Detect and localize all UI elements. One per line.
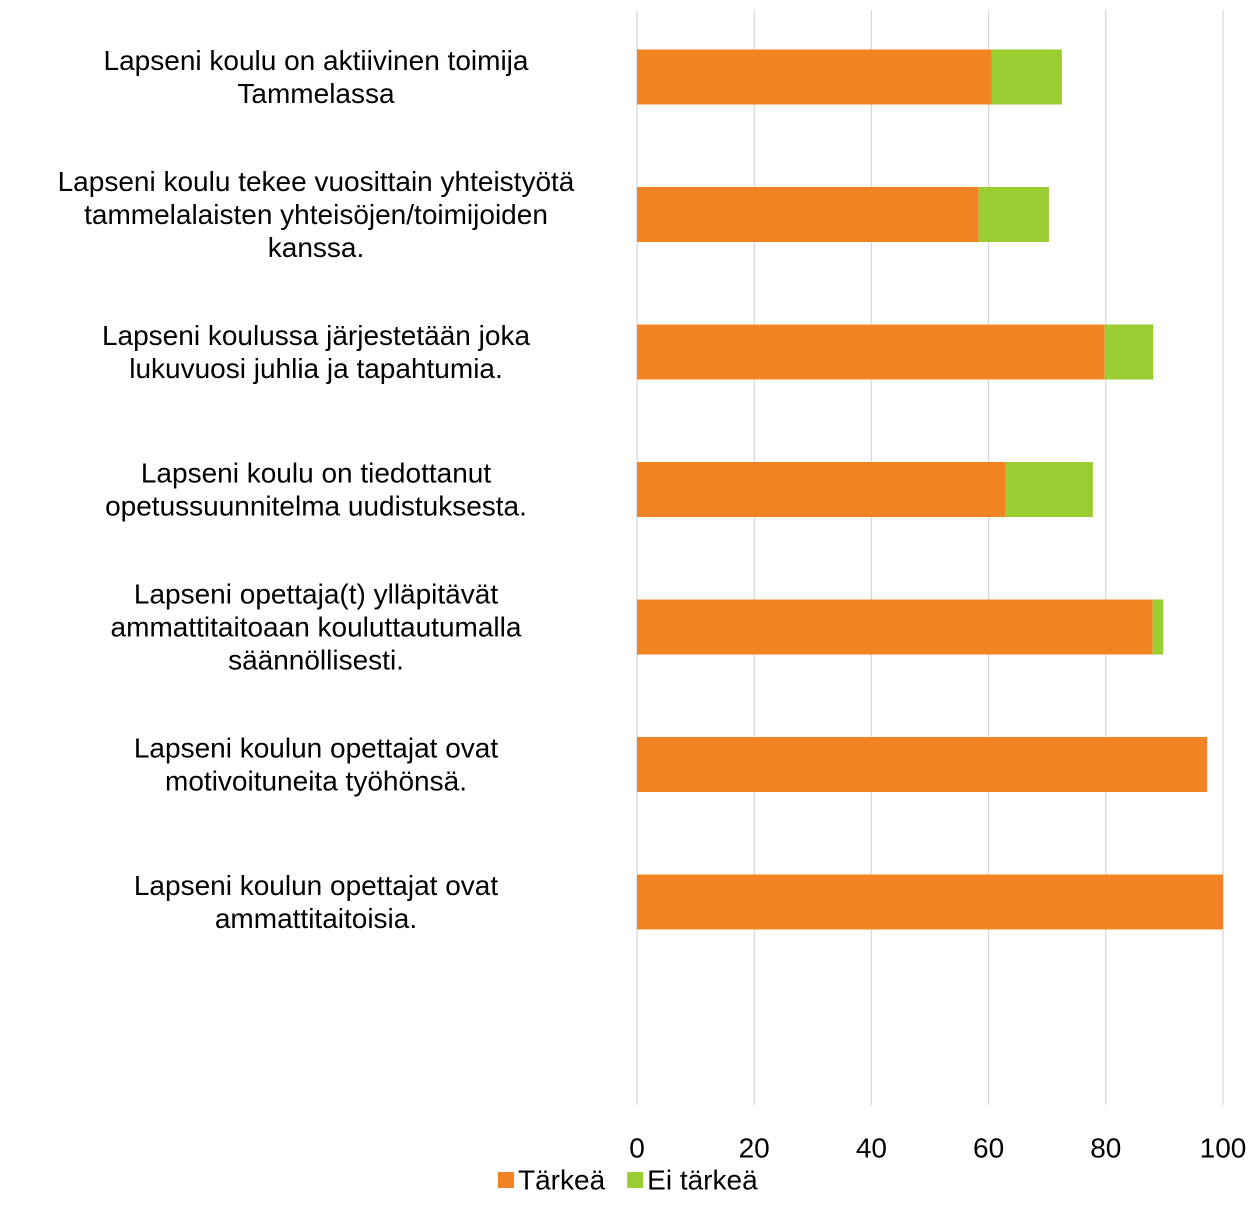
category-label: opetussuunnitelma uudistuksesta. <box>105 491 527 522</box>
bars <box>637 49 1223 930</box>
category-label: Lapseni koulun opettajat ovat <box>134 733 498 764</box>
bar-ei-tarkea <box>1104 324 1154 380</box>
category-label: tammelalaisten yhteisöjen/toimijoiden <box>84 199 548 230</box>
bar-tarkea <box>637 599 1153 655</box>
legend-swatch <box>627 1172 644 1188</box>
bar-ei-tarkea <box>1005 462 1093 517</box>
category-label: ammattitaitoaan kouluttautumalla <box>111 612 522 643</box>
x-tick-label: 40 <box>856 1133 887 1164</box>
x-axis-ticks: 0 20 40 60 80 100 <box>629 1133 1246 1164</box>
x-tick-label: 80 <box>1090 1133 1121 1164</box>
bar-ei-tarkea <box>991 49 1062 105</box>
bar-tarkea <box>637 187 979 242</box>
bar-tarkea <box>637 874 1223 930</box>
category-labels: Lapseni koulu on aktiivinen toimijaTamme… <box>58 45 575 934</box>
bar-ei-tarkea <box>978 187 1049 242</box>
bar-tarkea <box>637 49 992 105</box>
x-tick-label: 60 <box>973 1133 1004 1164</box>
category-label: ammattitaitoisia. <box>215 903 417 934</box>
gridlines <box>636 10 1224 1105</box>
category-label: lukuvuosi juhlia ja tapahtumia. <box>129 353 503 384</box>
category-label: Lapseni koulu tekee vuosittain yhteistyö… <box>58 166 575 197</box>
category-label: motivoituneita työhönsä. <box>165 766 467 797</box>
category-label: Tammelassa <box>237 78 395 109</box>
category-label: kanssa. <box>268 232 365 263</box>
category-label: säännöllisesti. <box>228 645 404 676</box>
legend-label: Ei tärkeä <box>647 1165 758 1196</box>
legend: Tärkeä Ei tärkeä <box>498 1165 758 1196</box>
category-label: Lapseni koulu on aktiivinen toimija <box>104 45 529 76</box>
category-label: Lapseni koulun opettajat ovat <box>134 870 498 901</box>
category-label: Lapseni opettaja(t) ylläpitävät <box>134 579 498 610</box>
bar-tarkea <box>637 737 1208 792</box>
legend-swatch <box>498 1172 514 1188</box>
x-tick-label: 100 <box>1200 1133 1247 1164</box>
x-tick-label: 20 <box>739 1133 770 1164</box>
bar-tarkea <box>637 324 1105 380</box>
bar-tarkea <box>637 462 1006 517</box>
bar-ei-tarkea <box>1152 599 1164 655</box>
legend-label: Tärkeä <box>518 1165 606 1196</box>
category-label: Lapseni koulussa järjestetään joka <box>102 320 530 351</box>
x-tick-label: 0 <box>629 1133 645 1164</box>
category-label: Lapseni koulu on tiedottanut <box>141 458 491 489</box>
